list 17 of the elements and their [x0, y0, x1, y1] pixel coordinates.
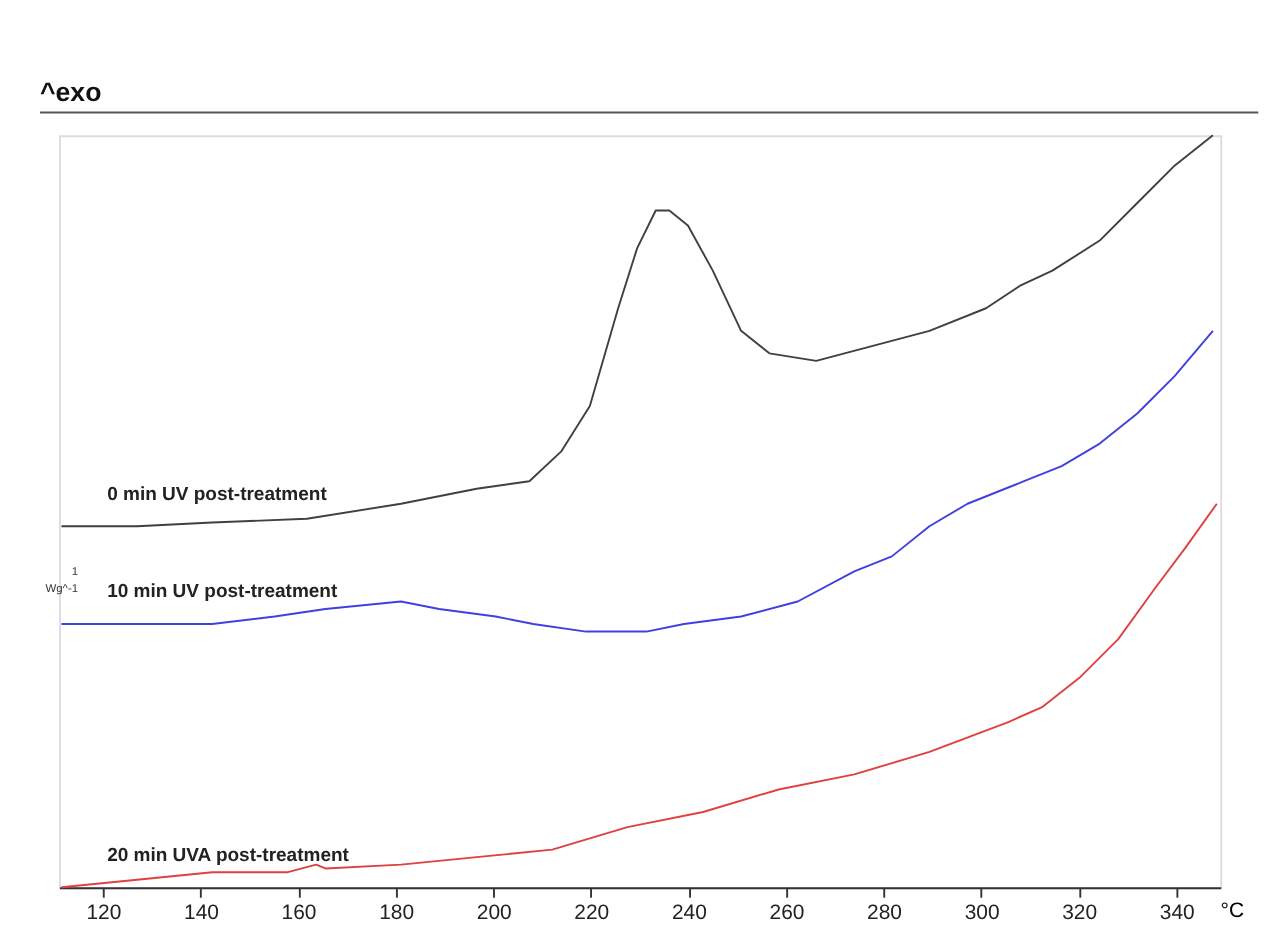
x-tick-label: 240: [671, 902, 708, 925]
series-label: 0 min UV post-treatment: [107, 483, 329, 506]
x-tick-label: 220: [574, 902, 610, 925]
series-label: 20 min UVA post-treatment: [107, 844, 351, 867]
x-tick-label: 300: [964, 902, 1000, 925]
x-tick-label: 280: [867, 902, 903, 925]
x-tick-label: 180: [379, 902, 415, 925]
x-tick-label: 340: [1159, 902, 1196, 925]
x-tick-label: 120: [86, 902, 122, 925]
series-label: 10 min UV post-treatment: [107, 581, 339, 604]
x-tick-label: 320: [1062, 902, 1098, 925]
x-tick-label: 260: [769, 902, 805, 925]
chart-title: ^exo: [39, 77, 102, 108]
x-tick-label: 160: [281, 902, 317, 925]
x-tick-label: 200: [476, 902, 512, 925]
x-tick-label: 140: [184, 902, 220, 925]
x-axis-title: °C: [1220, 900, 1245, 923]
